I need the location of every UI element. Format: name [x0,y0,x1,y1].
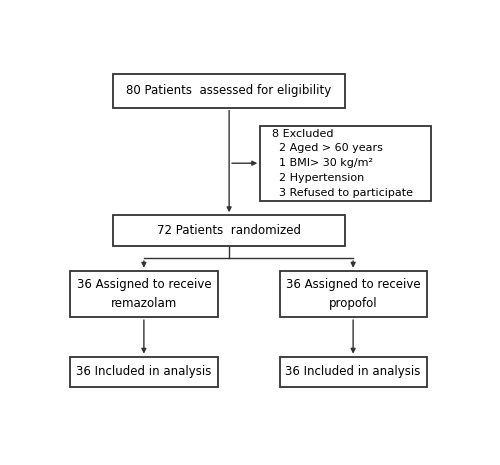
FancyBboxPatch shape [70,357,218,387]
FancyBboxPatch shape [280,357,427,387]
FancyBboxPatch shape [70,271,218,317]
FancyBboxPatch shape [113,215,346,246]
FancyBboxPatch shape [113,74,346,108]
FancyBboxPatch shape [280,271,427,317]
Text: 8 Excluded
  2 Aged > 60 years
  1 BMI> 30 kg/m²
  2 Hypertension
  3 Refused to: 8 Excluded 2 Aged > 60 years 1 BMI> 30 k… [272,129,413,198]
Text: 36 Assigned to receive
propofol: 36 Assigned to receive propofol [286,278,420,310]
Text: 36 Included in analysis: 36 Included in analysis [286,365,421,379]
FancyBboxPatch shape [260,126,430,201]
Text: 36 Included in analysis: 36 Included in analysis [76,365,212,379]
Text: 72 Patients  randomized: 72 Patients randomized [157,224,301,237]
Text: 36 Assigned to receive
remazolam: 36 Assigned to receive remazolam [76,278,211,310]
Text: 80 Patients  assessed for eligibility: 80 Patients assessed for eligibility [126,84,332,97]
